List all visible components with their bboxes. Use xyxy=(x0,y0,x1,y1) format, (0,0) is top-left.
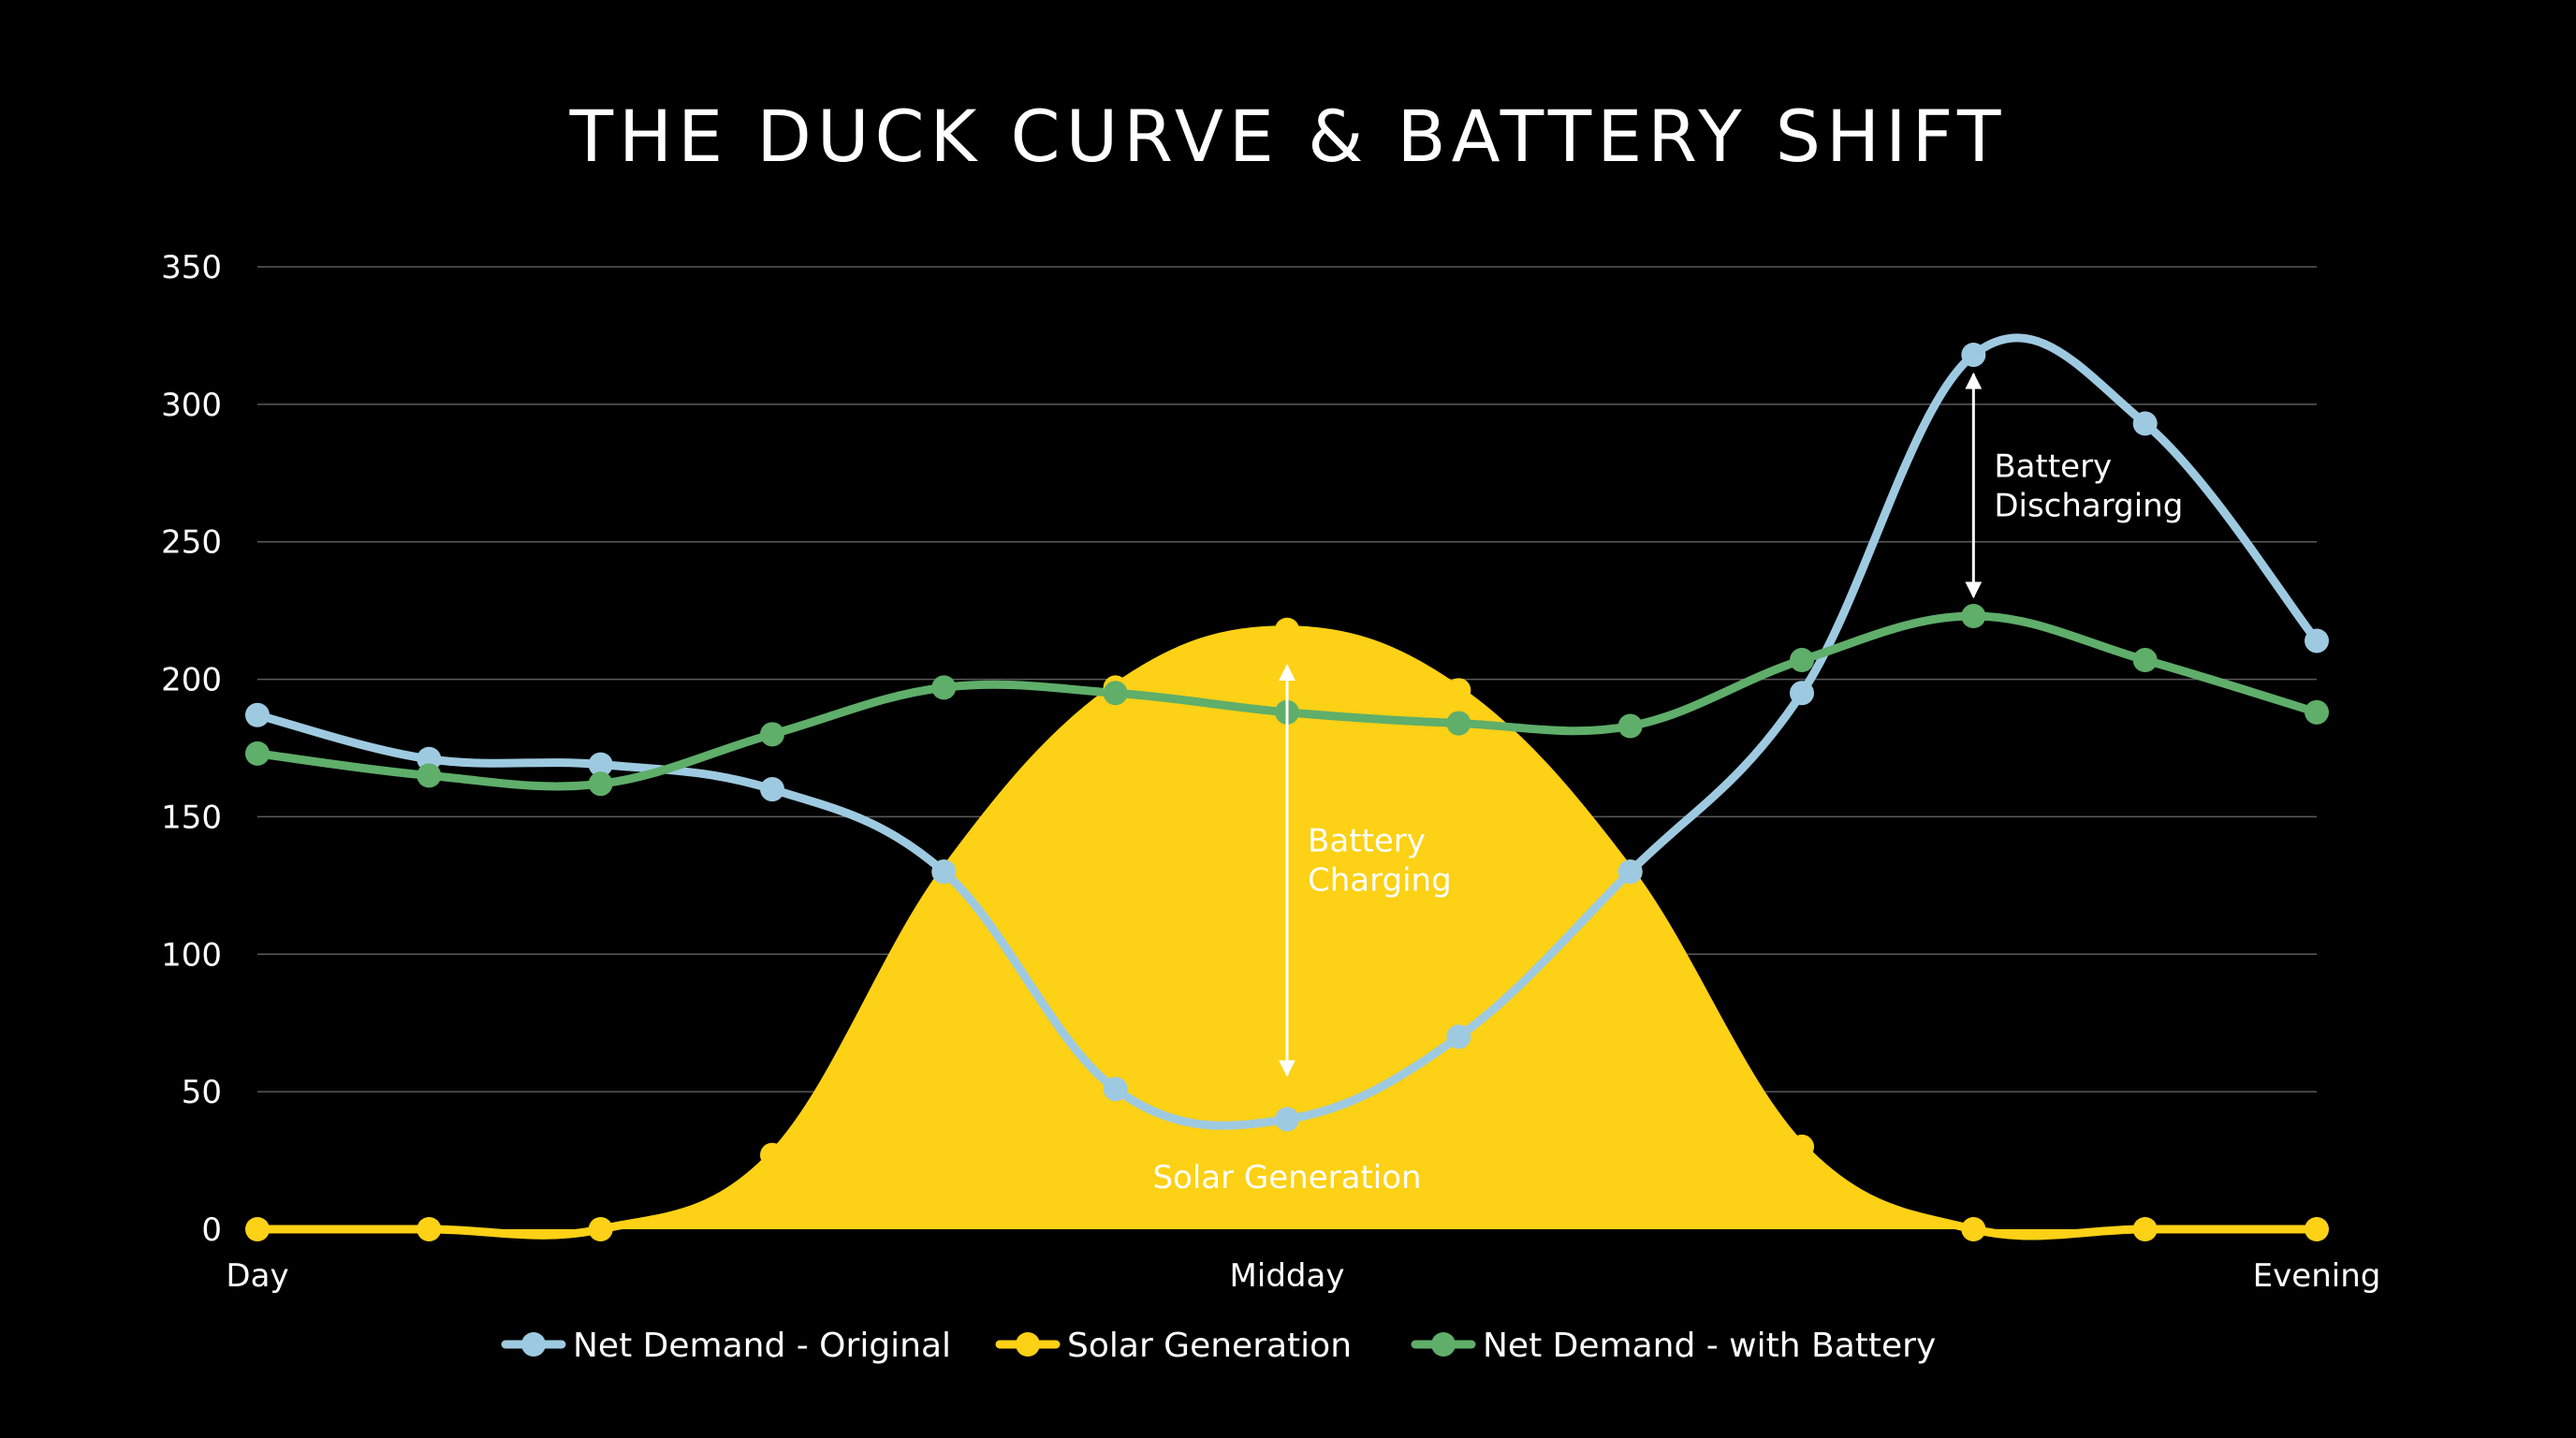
chart-title: THE DUCK CURVE & BATTERY SHIFT xyxy=(569,95,2007,178)
net-demand-original-points xyxy=(245,342,2329,1132)
net-demand-original-point-8 xyxy=(1617,859,1643,885)
legend-item-net-demand-with-battery: Net Demand - with Battery xyxy=(1411,1327,1936,1365)
net-demand-original-point-9 xyxy=(1790,681,1814,706)
y-tick-label: 150 xyxy=(161,799,222,836)
y-tick-label: 250 xyxy=(161,524,222,562)
legend-swatch-marker xyxy=(1016,1332,1040,1357)
net-demand-with-battery-point-2 xyxy=(588,771,613,797)
x-axis: Day Midday Evening xyxy=(226,1257,2380,1295)
net-demand-original-point-6 xyxy=(1275,1107,1299,1132)
solar-generation-point-0 xyxy=(245,1217,270,1241)
net-demand-with-battery-point-0 xyxy=(245,741,270,766)
net-demand-original-line xyxy=(253,333,2321,1130)
solar-generation-point-2 xyxy=(588,1217,613,1241)
net-demand-original-point-4 xyxy=(931,859,957,885)
solar-generation-point-7 xyxy=(1446,678,1471,703)
solar-generation-point-1 xyxy=(417,1217,442,1241)
net-demand-original-point-12 xyxy=(2305,628,2329,653)
y-tick-label: 50 xyxy=(182,1074,222,1111)
net-demand-with-battery-point-8 xyxy=(1617,713,1643,739)
series-points-layer xyxy=(245,342,2329,1241)
net-demand-with-battery-point-4 xyxy=(931,675,957,700)
net-demand-with-battery-point-10 xyxy=(1961,604,1986,629)
battery-charging-label: Charging xyxy=(1308,862,1452,900)
y-tick-label: 200 xyxy=(161,662,222,699)
legend-item-net-demand-original: Net Demand - Original xyxy=(501,1327,951,1365)
net-demand-original-point-3 xyxy=(760,777,784,802)
net-demand-with-battery-point-3 xyxy=(760,722,784,747)
legend-label: Net Demand - Original xyxy=(573,1327,951,1365)
y-tick-label: 0 xyxy=(201,1211,222,1249)
net-demand-original-point-0 xyxy=(245,702,270,727)
solar-generation-area-label: Solar Generation xyxy=(1152,1159,1421,1196)
net-demand-original-point-7 xyxy=(1446,1024,1471,1049)
legend-label: Solar Generation xyxy=(1067,1327,1352,1365)
y-tick-label: 300 xyxy=(161,387,222,424)
legend-swatch-marker xyxy=(1431,1332,1456,1357)
net-demand-original-point-5 xyxy=(1103,1077,1128,1102)
legend: Net Demand - Original Solar Generation Net… xyxy=(501,1327,1936,1365)
net-demand-original-point-11 xyxy=(2132,411,2158,436)
solar-generation-point-9 xyxy=(1790,1134,1814,1159)
x-tick-label-day: Day xyxy=(226,1257,288,1295)
solar-generation-point-3 xyxy=(760,1142,784,1167)
net-demand-with-battery-point-5 xyxy=(1103,681,1128,706)
y-tick-label: 350 xyxy=(161,249,222,286)
x-tick-label-evening: Evening xyxy=(2253,1257,2381,1295)
net-demand-with-battery-point-11 xyxy=(2132,648,2158,673)
net-demand-with-battery-point-1 xyxy=(417,763,442,788)
legend-item-solar-generation: Solar Generation xyxy=(995,1327,1352,1365)
solar-generation-point-11 xyxy=(2132,1217,2158,1241)
net-demand-with-battery-point-9 xyxy=(1790,648,1814,673)
solar-generation-point-6 xyxy=(1275,617,1299,642)
net-demand-original-point-2 xyxy=(588,752,613,777)
solar-generation-point-10 xyxy=(1961,1217,1986,1241)
net-demand-original-point-10 xyxy=(1961,342,1986,367)
y-tick-label: 100 xyxy=(161,936,222,974)
net-demand-with-battery-point-7 xyxy=(1446,711,1471,736)
x-tick-label-midday: Midday xyxy=(1230,1257,1345,1295)
y-axis: 0 50 100 150 200 250 300 350 xyxy=(161,249,222,1249)
battery-charging-label: Battery xyxy=(1308,823,1426,860)
battery-discharging-label: Battery xyxy=(1994,448,2112,486)
solar-generation-point-12 xyxy=(2305,1217,2329,1241)
legend-label: Net Demand - with Battery xyxy=(1483,1327,1936,1365)
net-demand-with-battery-point-12 xyxy=(2305,699,2329,725)
legend-swatch-marker xyxy=(521,1332,546,1357)
battery-discharging-label: Discharging xyxy=(1994,488,2183,525)
